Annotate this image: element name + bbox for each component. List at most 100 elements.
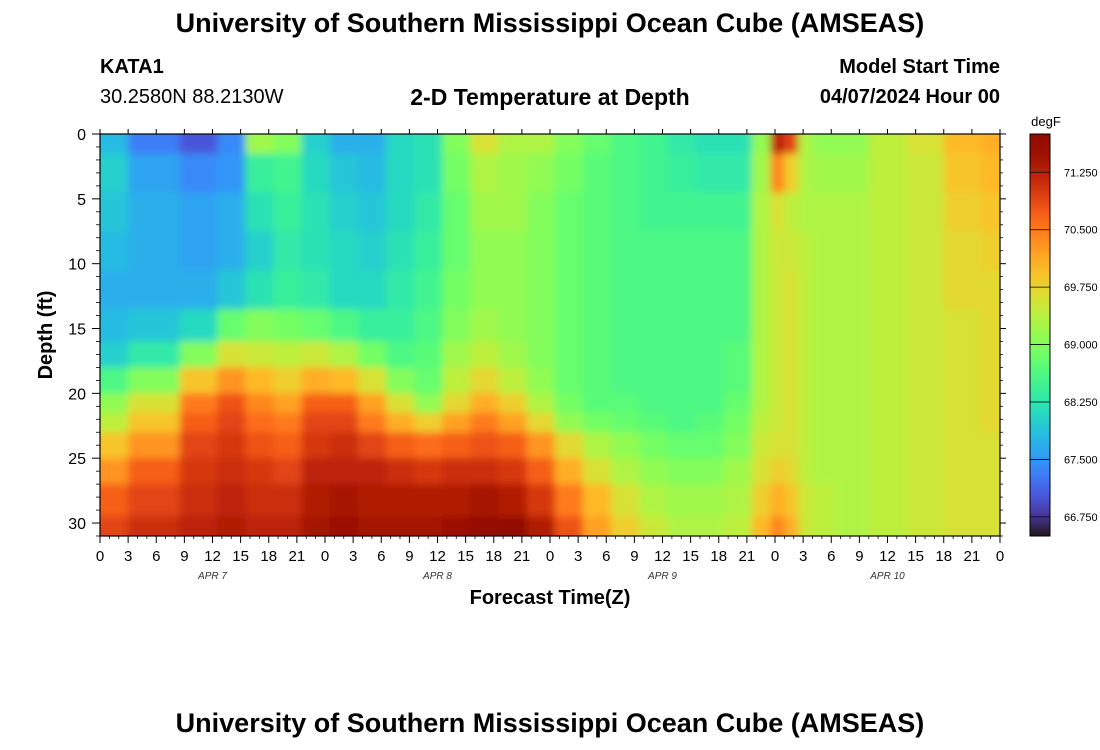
x-tick-label: 18 xyxy=(260,548,277,565)
heatmap-cell xyxy=(610,231,640,271)
heatmap-cell xyxy=(723,231,753,271)
x-axis: 0 3 6 9 12 15 18 21 0 3 6 9 12 15 18 21 0 3 6 9 12 15 18 21 0 3 6 9… xyxy=(96,129,1004,582)
heatmap-cell xyxy=(835,153,870,194)
heatmap-cell xyxy=(385,192,415,233)
heatmap-cell xyxy=(582,270,612,310)
heatmap-cell xyxy=(357,458,387,485)
heatmap-cell xyxy=(835,367,870,395)
heatmap-cell xyxy=(751,134,772,155)
heatmap-cell xyxy=(943,270,983,310)
heatmap-cell xyxy=(301,393,331,414)
heatmap-cell xyxy=(835,231,870,271)
heatmap-cell xyxy=(100,231,129,271)
heatmap-cell xyxy=(442,341,472,369)
heatmap-cell xyxy=(414,432,443,459)
heatmap-cell xyxy=(526,309,556,343)
heatmap-cell xyxy=(329,432,359,459)
heatmap-cell xyxy=(906,484,945,518)
heatmap-cell xyxy=(100,341,129,369)
heatmap-cell xyxy=(639,134,668,155)
heatmap-cell xyxy=(357,432,387,459)
x-tick-label: 0 xyxy=(771,548,779,565)
heatmap-cell xyxy=(273,393,303,414)
heatmap-cell xyxy=(179,341,218,369)
heatmap-cell xyxy=(835,270,870,310)
heatmap-cell xyxy=(784,412,800,434)
heatmap-cell xyxy=(470,516,500,536)
heatmap-cell xyxy=(812,393,837,414)
heatmap-cell xyxy=(273,231,303,271)
heatmap-cell xyxy=(554,341,584,369)
heatmap-cell xyxy=(100,432,129,459)
x-tick-label: 0 xyxy=(321,548,329,565)
heatmap-cell xyxy=(329,412,359,434)
heatmap-cell xyxy=(217,484,247,518)
heatmap-cell xyxy=(128,432,181,459)
colorbar-tick-label: 67.500 xyxy=(1064,454,1098,466)
heatmap-cell xyxy=(414,484,443,518)
heatmap-cell xyxy=(835,432,870,459)
heatmap-cell xyxy=(798,393,814,414)
heatmap-cell xyxy=(582,484,612,518)
x-tick-label: 3 xyxy=(574,548,582,565)
heatmap-cell xyxy=(217,516,247,536)
heatmap-cell xyxy=(784,367,800,395)
heatmap-cell xyxy=(470,270,500,310)
heatmap-cell xyxy=(329,231,359,271)
x-tick-label: 0 xyxy=(546,548,554,565)
heatmap-cell xyxy=(442,393,472,414)
heatmap-cell xyxy=(981,153,1000,194)
heatmap-cell xyxy=(667,341,697,369)
heatmap-cell xyxy=(554,412,584,434)
heatmap-cell xyxy=(554,309,584,343)
heatmap-cell xyxy=(498,367,528,395)
heatmap-cell xyxy=(554,270,584,310)
heatmap-cell xyxy=(329,341,359,369)
x-tick-label: 18 xyxy=(485,548,502,565)
heatmap-cell xyxy=(245,516,275,536)
station-id: KATA1 xyxy=(100,56,164,78)
heatmap-cell xyxy=(301,484,331,518)
heatmap-cell xyxy=(442,432,472,459)
heatmap-cell xyxy=(498,309,528,343)
heatmap-cell xyxy=(329,309,359,343)
heatmap-cell xyxy=(217,153,247,194)
heatmap-cell xyxy=(906,341,945,369)
heatmap-cell xyxy=(128,231,181,271)
heatmap-cell xyxy=(943,192,983,233)
heatmap-cell xyxy=(639,231,668,271)
heatmap-cell xyxy=(868,270,908,310)
heatmap-cell xyxy=(667,412,697,434)
heatmap-cell xyxy=(442,458,472,485)
heatmap-cell xyxy=(301,270,331,310)
heatmap-cell xyxy=(723,484,753,518)
heatmap-cell xyxy=(245,432,275,459)
x-tick-label: 12 xyxy=(204,548,221,565)
heatmap-cell xyxy=(179,153,218,194)
heatmap-cell xyxy=(100,412,129,434)
heatmap-cell xyxy=(128,412,181,434)
heatmap-cell xyxy=(245,393,275,414)
heatmap-cell xyxy=(526,516,556,536)
heatmap-cell xyxy=(784,341,800,369)
heatmap-cell xyxy=(273,270,303,310)
heatmap-cell xyxy=(442,484,472,518)
heatmap-cell xyxy=(981,134,1000,155)
heatmap-cell xyxy=(770,309,786,343)
heatmap-cell xyxy=(385,341,415,369)
heatmap-cell xyxy=(179,309,218,343)
heatmap-cell xyxy=(526,367,556,395)
heatmap-cell xyxy=(906,153,945,194)
heatmap-cell xyxy=(906,458,945,485)
x-tick-label: 9 xyxy=(180,548,188,565)
heatmap-cell xyxy=(981,393,1000,414)
heatmap-cell xyxy=(329,134,359,155)
heatmap-cell xyxy=(695,432,725,459)
heatmap-cell xyxy=(784,484,800,518)
heatmap-cell xyxy=(610,516,640,536)
heatmap-cell xyxy=(442,231,472,271)
heatmap-cell xyxy=(770,484,786,518)
heatmap-cell xyxy=(751,270,772,310)
heatmap-cell xyxy=(723,153,753,194)
heatmap-cell xyxy=(128,153,181,194)
